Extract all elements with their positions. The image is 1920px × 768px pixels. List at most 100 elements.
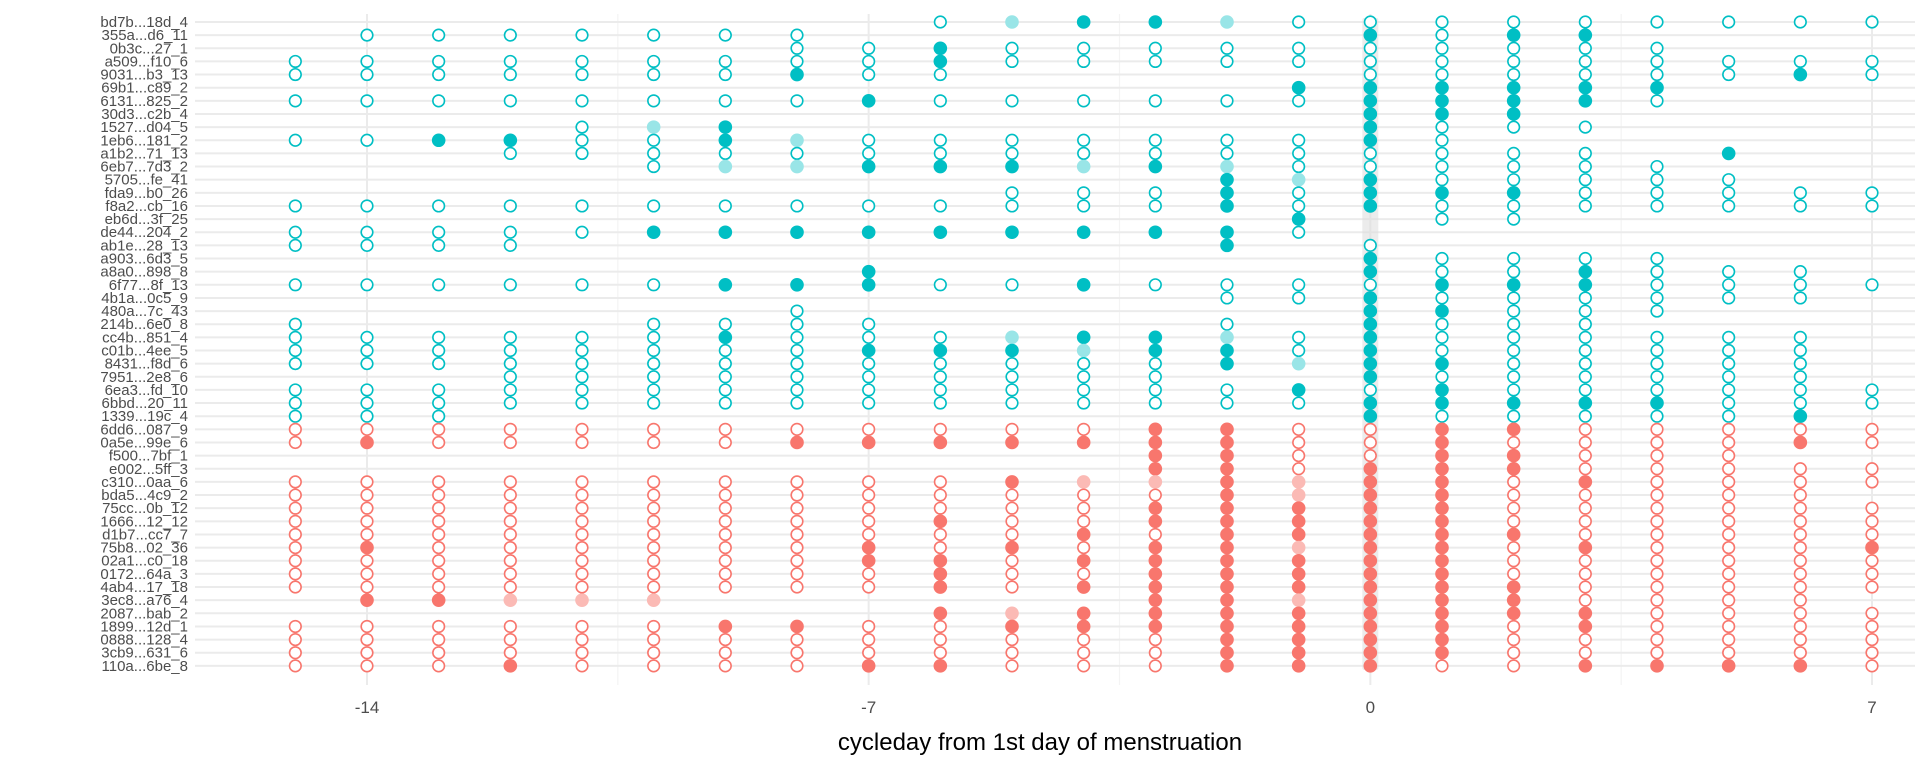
- data-point: [1220, 15, 1234, 29]
- data-point: [647, 370, 661, 384]
- data-point: [1435, 527, 1449, 542]
- data-point: [1292, 330, 1306, 344]
- data-point: [1435, 488, 1449, 502]
- data-point: [861, 659, 876, 673]
- data-point: [1148, 527, 1162, 542]
- data-point: [1865, 527, 1879, 542]
- data-point: [790, 67, 804, 82]
- data-point: [1292, 225, 1306, 239]
- data-point: [288, 501, 302, 515]
- data-point: [1077, 94, 1091, 108]
- data-point: [933, 15, 947, 29]
- data-point: [1507, 54, 1521, 69]
- data-point: [861, 553, 876, 568]
- data-point: [503, 567, 517, 581]
- data-point: [1363, 304, 1378, 318]
- data-point: [1363, 383, 1377, 397]
- data-point: [1506, 461, 1521, 476]
- data-point: [718, 396, 732, 410]
- data-point: [1148, 606, 1163, 621]
- data-point: [1865, 554, 1879, 568]
- data-point: [575, 501, 589, 515]
- data-point: [1578, 488, 1592, 502]
- data-point: [1220, 225, 1234, 240]
- data-point: [718, 357, 732, 371]
- data-point: [1507, 41, 1521, 55]
- data-point: [1650, 15, 1664, 29]
- data-point: [1578, 291, 1592, 305]
- data-point: [1292, 41, 1306, 55]
- data-point: [1077, 422, 1091, 436]
- data-point: [790, 41, 804, 55]
- data-point: [1435, 632, 1449, 647]
- data-point: [1077, 133, 1091, 147]
- data-point: [1722, 462, 1736, 476]
- data-point: [718, 567, 732, 581]
- data-point: [1077, 540, 1091, 555]
- data-point: [1650, 514, 1664, 528]
- y-tick-label: 0b3c...27_1: [110, 40, 188, 57]
- data-point: [1435, 606, 1449, 621]
- data-point: [1005, 540, 1019, 555]
- data-point: [1005, 330, 1019, 345]
- data-point: [718, 199, 732, 213]
- data-point: [1005, 159, 1019, 174]
- data-point: [1435, 80, 1449, 95]
- data-point: [288, 330, 302, 344]
- data-point: [1363, 133, 1378, 148]
- data-point: [288, 488, 302, 502]
- data-point: [1507, 15, 1521, 29]
- data-point: [1722, 646, 1736, 660]
- data-point: [861, 540, 876, 555]
- data-point: [933, 159, 948, 174]
- y-tick-label: fda9...b0_26: [105, 185, 188, 202]
- data-point: [1291, 659, 1306, 673]
- data-point: [718, 580, 732, 594]
- data-point: [1650, 304, 1664, 318]
- data-point: [1793, 15, 1807, 29]
- y-tick-label: 2087...bab_2: [100, 605, 188, 622]
- data-point: [933, 567, 948, 581]
- data-point: [432, 475, 446, 489]
- data-point: [1578, 422, 1592, 436]
- data-point: [862, 133, 876, 147]
- data-point: [1865, 632, 1879, 647]
- data-point: [1005, 527, 1019, 542]
- data-point: [1507, 409, 1521, 423]
- data-point: [1363, 645, 1378, 660]
- data-point: [1076, 619, 1091, 634]
- y-axis-tick-labels: bd7b...18d_4355a...d6_110b3c...27_1a509.…: [100, 14, 188, 675]
- data-point: [1220, 291, 1234, 305]
- data-point: [1793, 186, 1807, 200]
- data-point: [647, 28, 661, 42]
- data-point: [1865, 435, 1879, 450]
- data-point: [933, 94, 947, 108]
- data-point: [1220, 54, 1234, 69]
- data-point: [1148, 461, 1163, 476]
- data-point: [861, 225, 876, 240]
- data-point: [1220, 606, 1234, 621]
- data-point: [1507, 304, 1521, 318]
- data-point: [575, 619, 589, 634]
- data-point: [1005, 15, 1019, 29]
- data-point: [432, 383, 446, 397]
- data-point: [1722, 370, 1736, 384]
- data-point: [432, 396, 446, 410]
- data-point: [647, 527, 661, 542]
- data-point: [933, 540, 947, 555]
- y-tick-label: e002...5ff_3: [109, 461, 188, 478]
- data-point: [1148, 15, 1163, 29]
- data-point: [1363, 356, 1378, 371]
- data-point: [288, 238, 302, 252]
- data-point: [1865, 580, 1879, 594]
- data-point: [360, 488, 374, 502]
- data-point: [1363, 28, 1378, 42]
- data-point: [1650, 186, 1664, 200]
- data-point: [1722, 15, 1736, 29]
- data-point: [1578, 94, 1593, 108]
- data-point: [1435, 212, 1449, 226]
- data-point: [1005, 619, 1019, 634]
- y-tick-label: 214b...6e0_8: [100, 316, 188, 333]
- data-point: [1076, 277, 1091, 292]
- data-point: [1148, 41, 1162, 55]
